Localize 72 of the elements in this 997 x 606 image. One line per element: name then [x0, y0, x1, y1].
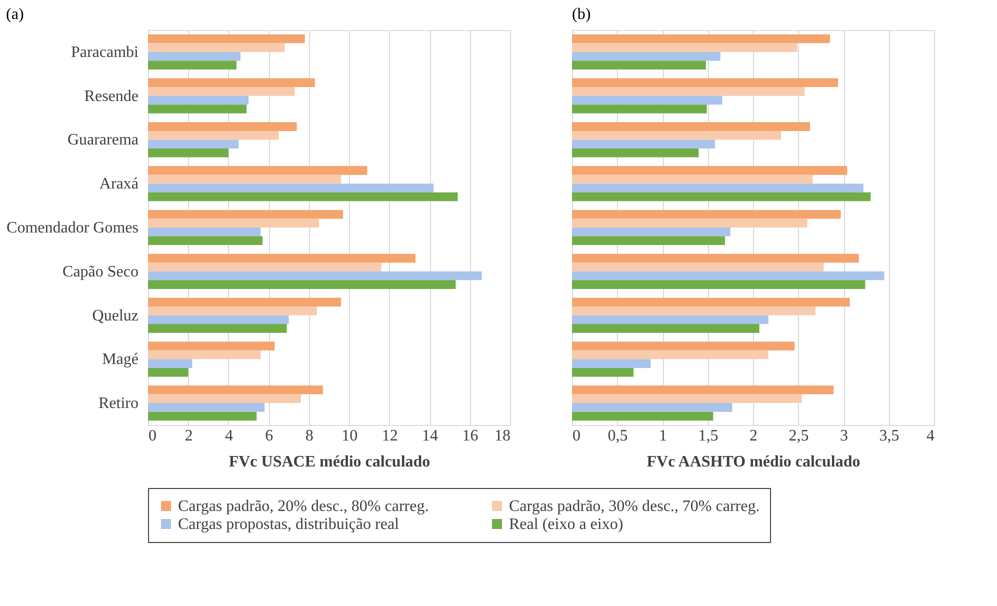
bar: [148, 386, 323, 394]
x-tick-label: 16: [462, 428, 478, 444]
x-tick-label: 0: [148, 428, 156, 444]
x-tick-label: 3: [840, 428, 848, 444]
x-tick-label: 2: [750, 428, 758, 444]
bar: [148, 122, 297, 131]
bar: [148, 192, 458, 202]
x-tick-label: 0,5: [608, 428, 628, 444]
legend-label: Cargas padrão, 20% desc., 80% carreg.: [178, 498, 429, 515]
x-tick-label: 12: [382, 428, 398, 444]
bar: [148, 359, 192, 368]
bar: [148, 43, 285, 52]
bar: [148, 184, 434, 192]
bar: [148, 148, 228, 158]
bar: [148, 262, 382, 272]
legend-label: Cargas padrão, 30% desc., 70% carreg.: [509, 498, 760, 515]
bar: [148, 403, 265, 412]
y-tick-label: Comendador Gomes: [6, 220, 138, 236]
bar: [148, 210, 344, 219]
x-tick-label: 1: [659, 428, 667, 444]
chart-title: (b): [572, 6, 591, 23]
y-tick-label: Resende: [84, 88, 138, 105]
bar: [148, 315, 289, 324]
x-tick-label: 18: [494, 428, 510, 444]
x-tick-label: 4: [224, 428, 233, 444]
x-tick-label: 4: [926, 428, 934, 444]
bar: [148, 166, 368, 175]
bar: [148, 254, 416, 263]
y-tick-label: Queluz: [92, 307, 138, 324]
bar: [148, 350, 261, 360]
bar: [148, 236, 263, 246]
y-tick-label: Araxá: [99, 176, 138, 193]
x-tick-label: 6: [265, 428, 274, 444]
y-tick-label: Capão Seco: [62, 263, 138, 280]
bar: [148, 280, 456, 289]
x-tick-label: 2: [184, 428, 193, 444]
x-tick-label: 10: [342, 428, 358, 444]
x-tick-label: 3,5: [879, 428, 900, 444]
bar: [148, 324, 287, 333]
legend-label: Real (eixo a eixo): [509, 516, 624, 533]
bar: [148, 174, 342, 184]
x-tick-label: 14: [422, 428, 438, 444]
bar: [148, 87, 295, 96]
legend-label: Cargas propostas, distribuição real: [178, 516, 400, 533]
x-tick-label: 0: [572, 428, 580, 444]
bar: [148, 412, 257, 421]
x-axis-title: FVc AASHTO médio calculado: [646, 454, 860, 470]
x-axis-title: FVc USACE médio calculado: [228, 454, 430, 470]
bar: [148, 298, 342, 306]
bar: [148, 78, 315, 88]
bar: [148, 104, 247, 114]
bar: [148, 96, 249, 105]
y-tick-label: Magé: [102, 351, 138, 368]
x-tick-label: 8: [305, 428, 314, 444]
bar: [148, 218, 319, 228]
y-tick-label: Retiro: [98, 395, 138, 412]
text: (a): [6, 6, 24, 23]
bar: [148, 306, 317, 316]
bar: [148, 271, 482, 280]
bar: [148, 342, 275, 350]
bar: [148, 140, 238, 148]
bar: [148, 52, 241, 61]
bar: [148, 228, 261, 236]
bar: [148, 130, 279, 140]
bar: [148, 368, 188, 377]
bar: [148, 394, 301, 404]
x-tick-label: 2,5: [788, 428, 809, 444]
x-tick-label: 1,5: [698, 428, 718, 444]
y-tick-label: Guararema: [67, 132, 138, 149]
bar: [148, 60, 236, 70]
bar: [148, 34, 305, 44]
y-tick-label: Paracambi: [70, 44, 140, 61]
